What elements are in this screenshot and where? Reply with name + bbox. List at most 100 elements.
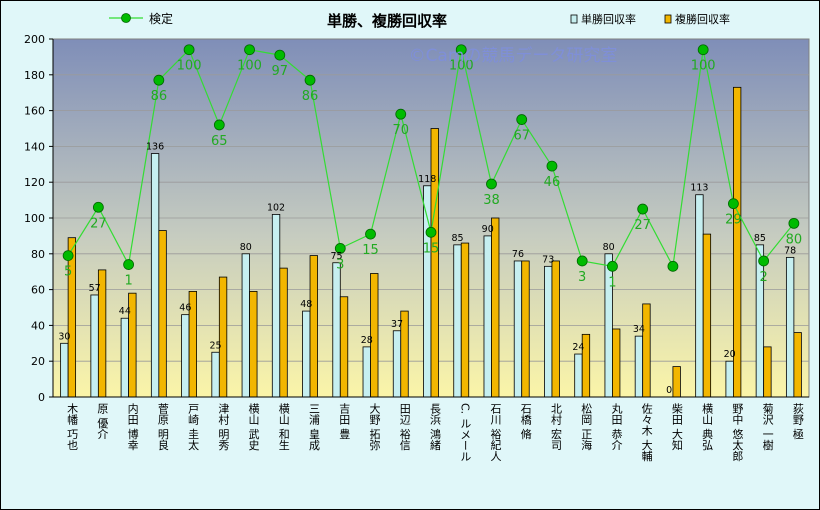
tansho-value-label: 30 [58,331,70,342]
kentei-point [153,74,165,86]
tansho-bar [544,265,553,398]
tansho-value-label: 76 [512,249,524,260]
fukusho-bar [279,267,288,398]
tansho-value-label: 80 [240,242,252,253]
kentei-point [667,260,679,272]
kentei-value-label: 97 [272,64,289,79]
kentei-point [728,198,739,210]
y-tick-label: 20 [31,355,45,368]
kentei-point [183,44,195,56]
tansho-value-label: 20 [724,349,736,360]
kentei-value-label: 15 [362,243,379,258]
tansho-bar [513,260,523,398]
tansho-value-label: 28 [361,335,373,346]
category-label: 佐々木 大輔 [640,402,653,462]
fukusho-bar [763,346,772,398]
kentei-point [697,44,709,56]
legend-fukusho-label: 複勝回収率 [675,12,730,26]
category-label: 原 優介 [96,403,109,440]
tansho-value-label: 85 [451,233,463,244]
tansho-value-label: 85 [754,233,766,244]
tansho-value-label: 46 [179,303,191,314]
tansho-bar [574,353,583,398]
category-label: 吉田 豊 [338,403,351,440]
tansho-bar [60,342,69,398]
kentei-value-label: 29 [725,213,742,228]
category-label: 長浜 鴻緒 [429,403,442,451]
kentei-value-label: 5 [64,265,72,280]
kentei-point [395,108,407,120]
kentei-value-label: 27 [634,218,651,233]
tansho-value-label: 57 [89,283,101,294]
kentei-value-label: 38 [483,193,500,208]
category-label: 内田 博幸 [126,402,139,451]
category-label: 柴田 大知 [670,402,683,451]
tansho-value-label: 118 [418,174,436,185]
tansho-bar [453,244,462,398]
tansho-bar [90,294,99,398]
kentei-value-label: 46 [544,175,561,190]
kentei-value-label: 3 [578,270,586,285]
fukusho-bar [460,242,470,398]
tansho-value-label: 24 [572,342,584,353]
tansho-bar [150,153,160,398]
category-label: 菊沢 一樹 [761,403,774,451]
kentei-point [546,160,558,172]
category-label: 北村 宏司 [549,403,562,451]
tansho-bar [634,335,644,398]
kentei-point [274,49,286,61]
y-tick-label: 160 [24,105,45,118]
kentei-value-label: 86 [151,89,168,104]
category-label: 野中 悠太郎 [731,403,744,462]
tansho-bar [332,262,341,398]
kentei-point [123,259,134,270]
fukusho-bar [158,230,167,398]
tansho-bar [392,330,402,398]
tansho-bar [120,317,129,398]
category-label: 横山 武史 [247,402,260,451]
category-label: 木幡 巧也 [66,403,79,451]
kentei-value-label: 1 [124,274,132,289]
fukusho-bar [491,217,500,398]
kentei-point [486,178,497,190]
fukusho-bar [430,128,439,398]
kentei-point [62,250,74,261]
y-tick-label: 180 [24,69,45,82]
y-tick-label: 60 [31,284,45,297]
tansho-bar [483,235,492,398]
tansho-value-label: 136 [146,142,164,153]
kentei-line [62,44,800,272]
legend-tansho-label: 単勝回収率 [581,12,636,26]
kentei-point [213,119,225,131]
kentei-point [244,44,255,56]
tansho-bar [211,351,220,398]
kentei-point [365,228,376,240]
kentei-value-label: 27 [90,216,107,231]
tansho-bar [725,360,734,398]
category-label: 横山 和生 [277,402,290,451]
legend-kentei-label: 検定 [149,11,173,26]
fukusho-bar [67,237,77,398]
y-tick-label: 80 [31,248,45,261]
kentei-value-label: 100 [237,59,262,74]
legend-fukusho-swatch [664,14,672,24]
category-label: 三浦 皇成 [308,403,321,451]
kentei-value-label: 86 [302,89,319,104]
kentei-value-label: 2 [759,270,767,285]
tansho-value-label: 44 [119,306,131,317]
kentei-value-label: 67 [513,129,530,144]
tansho-bar [181,314,190,398]
x-axis: 木幡 巧也 原 優介 内田 博幸 菅原 明良 戸崎 圭太 津村 明秀 横山 武史 横山 和生 三… [53,396,809,462]
kentei-value-label: 100 [177,59,202,74]
chart-title: 単勝、複勝回収率 [327,12,447,30]
kentei-value-label: 15 [423,241,440,256]
fukusho-bar [702,233,712,398]
fukusho-bar [642,303,651,398]
watermark: ©Camの競馬データ研究室 [409,45,618,66]
fukusho-bar [672,366,681,398]
y-tick-label: 120 [24,176,45,189]
tansho-bar [241,253,250,398]
kentei-point [607,260,618,272]
